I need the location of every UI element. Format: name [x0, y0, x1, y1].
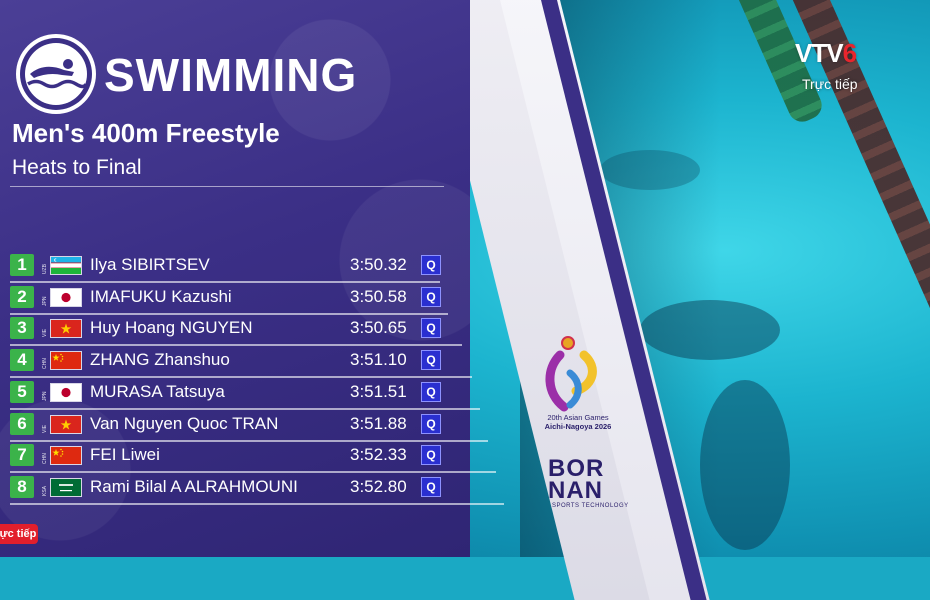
result-time: 3:50.32 — [350, 255, 407, 274]
noc-code: VIE — [42, 328, 48, 337]
qualifier-badge: Q — [421, 382, 441, 402]
result-row: 8 KSA Rami Bilal A ALRAHMOUNI 3:52.80 Q — [10, 473, 504, 501]
header-divider — [10, 186, 444, 187]
games-edition: 20th Asian Games — [547, 413, 609, 422]
result-row: 4 CHN ZHANG Zhanshuo 3:51.10 Q — [10, 346, 472, 374]
qualifier-badge: Q — [421, 414, 441, 434]
live-label: Trực tiếp — [802, 76, 858, 92]
vtv-number: 6 — [842, 38, 858, 68]
flag-chn-icon — [50, 445, 82, 465]
result-row: 6 VIE Van Nguyen Quoc TRAN 3:51.88 Q — [10, 410, 488, 438]
athlete-name: Rami Bilal A ALRAHMOUNI — [90, 477, 298, 496]
noc-code: JPN — [42, 296, 48, 306]
result-time: 3:50.58 — [350, 287, 407, 306]
bornan-line2: NAN — [548, 477, 603, 504]
result-time: 3:50.65 — [350, 318, 407, 337]
sport-title: SWIMMING — [104, 49, 358, 101]
flag-vie-icon — [50, 318, 82, 338]
athlete-name: Ilya SIBIRTSEV — [90, 255, 210, 274]
flag-jpn-icon — [50, 287, 82, 307]
noc-code: VIE — [42, 424, 48, 433]
athlete-name: ZHANG Zhanshuo — [90, 350, 230, 369]
asian-games-logo — [540, 333, 610, 413]
result-time: 3:51.51 — [350, 382, 407, 401]
qualifier-badge: Q — [421, 350, 441, 370]
qualifier-badge: Q — [421, 477, 441, 497]
vtv-text: VTV — [795, 38, 844, 68]
bornan-line1: BOR — [548, 455, 605, 482]
result-row: 1 UZB Ilya SIBIRTSEV 3:50.32 Q — [10, 251, 441, 279]
flag-ksa-icon — [50, 477, 82, 497]
rank-badge: 3 — [10, 317, 34, 339]
rank-badge: 2 — [10, 286, 34, 308]
athlete-name: Van Nguyen Quoc TRAN — [90, 414, 279, 433]
row-divider — [10, 376, 472, 378]
rank-badge: 1 — [10, 254, 34, 276]
row-divider — [10, 313, 448, 315]
noc-code: CHN — [42, 358, 48, 369]
noc-code: KSA — [42, 485, 48, 496]
bornan-logo: BOR NAN — [548, 455, 626, 504]
flag-vie-icon — [50, 414, 82, 434]
qualifier-badge: Q — [421, 318, 441, 338]
live-tag: ực tiếp — [0, 524, 38, 544]
flag-jpn-icon — [50, 382, 82, 402]
result-time: 3:51.10 — [350, 350, 407, 369]
flag-chn-icon — [50, 350, 82, 370]
result-time: 3:51.88 — [350, 414, 407, 433]
athlete-name: MURASA Tatsuya — [90, 382, 225, 401]
result-row: 5 JPN MURASA Tatsuya 3:51.51 Q — [10, 378, 480, 406]
row-divider — [10, 408, 480, 410]
rank-badge: 7 — [10, 444, 34, 466]
flag-uzb-icon — [50, 255, 82, 275]
row-divider — [10, 344, 462, 346]
noc-code: JPN — [42, 391, 48, 401]
athlete-name: IMAFUKU Kazushi — [90, 287, 232, 306]
games-caption: 20th Asian Games Aichi-Nagoya 2026 — [533, 413, 623, 431]
vtv6-logo: VTV6 — [795, 38, 858, 69]
row-divider — [10, 440, 488, 442]
result-time: 3:52.80 — [350, 477, 407, 496]
result-row: 2 JPN IMAFUKU Kazushi 3:50.58 Q — [10, 283, 448, 311]
bornan-tagline: SPORTS TECHNOLOGY — [552, 503, 629, 509]
rank-badge: 5 — [10, 381, 34, 403]
noc-code: UZB — [42, 264, 48, 274]
athlete-name: Huy Hoang NGUYEN — [90, 318, 253, 337]
athlete-name: FEI Liwei — [90, 445, 160, 464]
result-time: 3:52.33 — [350, 445, 407, 464]
qualifier-badge: Q — [421, 445, 441, 465]
row-divider — [10, 503, 504, 505]
rank-badge: 6 — [10, 413, 34, 435]
rank-badge: 4 — [10, 349, 34, 371]
event-subtitle: Heats to Final — [12, 156, 142, 179]
noc-code: CHN — [42, 453, 48, 464]
result-row: 7 CHN FEI Liwei 3:52.33 Q — [10, 441, 496, 469]
rank-badge: 8 — [10, 476, 34, 498]
swimmer-icon — [16, 34, 96, 114]
result-row: 3 VIE Huy Hoang NGUYEN 3:50.65 Q — [10, 314, 462, 342]
qualifier-badge: Q — [421, 255, 441, 275]
row-divider — [10, 471, 496, 473]
event-title: Men's 400m Freestyle — [12, 118, 280, 148]
games-host: Aichi-Nagoya 2026 — [544, 422, 612, 431]
row-divider — [10, 281, 440, 283]
qualifier-badge: Q — [421, 287, 441, 307]
